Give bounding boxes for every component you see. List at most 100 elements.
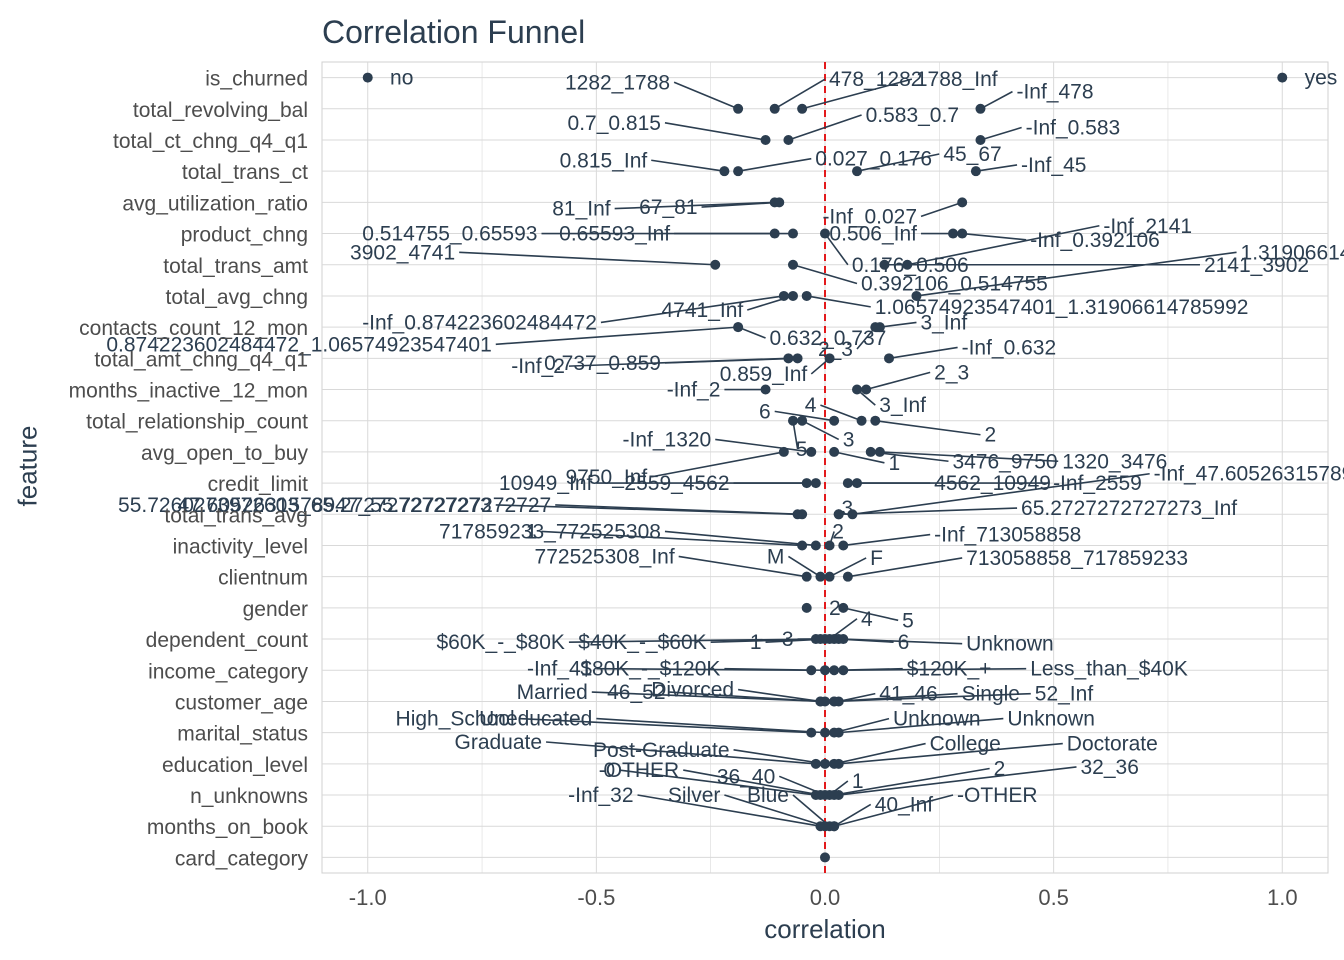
data-point (879, 259, 890, 270)
leader-line (774, 410, 835, 422)
data-point (829, 696, 840, 707)
leader-line (664, 357, 798, 364)
data-label: 2 (832, 520, 844, 543)
y-tick-label-clientnum: clientnum (218, 567, 308, 590)
leader-line (833, 794, 954, 827)
data-label: 9750_Inf (565, 466, 647, 489)
data-point (856, 415, 867, 426)
data-point (957, 228, 968, 239)
data-point (847, 509, 858, 520)
data-point (833, 727, 844, 738)
data-label: -Inf_0.392106 (1030, 229, 1160, 252)
leader-line (669, 691, 821, 703)
leader-line (596, 717, 826, 734)
data-label: -OTHER (957, 784, 1038, 807)
data-label: 5 (902, 609, 914, 632)
y-tick-label-total-trans-amt: total_trans_amt (163, 255, 308, 278)
data-label: 2141_3902 (1204, 254, 1309, 277)
data-point (957, 197, 968, 208)
data-label: 0.027_0.176 (815, 148, 932, 171)
data-label: 0.583_0.7 (866, 104, 959, 127)
data-point (787, 415, 798, 426)
leader-line (980, 126, 1022, 141)
data-label: 717859233_772525308 (439, 520, 661, 543)
data-point (833, 509, 844, 520)
data-point (842, 571, 853, 582)
leader-line (495, 326, 739, 346)
leader-line (678, 555, 807, 578)
data-point (824, 634, 835, 645)
axis-layer: -1.0 -0.5 0.0 0.5 1.0 is_churned total_revolvi… (69, 68, 1298, 910)
data-label: 0.632_0.737 (770, 327, 887, 350)
data-label: 1282_1788 (565, 71, 670, 94)
data-point (787, 259, 798, 270)
leader-line (838, 507, 1018, 516)
x-tick-label: -0.5 (577, 885, 615, 910)
leader-line (875, 419, 981, 436)
leader-line (495, 504, 798, 516)
data-label: 0.392106_0.514755 (861, 272, 1048, 295)
leader-line (701, 201, 780, 208)
leader-line (907, 224, 1100, 266)
data-point (975, 103, 986, 114)
data-label: Unknown (1007, 708, 1095, 731)
leader-line (683, 769, 821, 796)
data-point (842, 478, 853, 489)
data-point (852, 478, 863, 489)
data-label: -Inf_2 (667, 379, 721, 402)
data-point (833, 758, 844, 769)
data-label: 5 (796, 438, 808, 461)
data-point (874, 322, 885, 333)
data-point (815, 696, 826, 707)
data-point (733, 166, 744, 177)
data-label: Less_than_$40K (1030, 658, 1188, 681)
data-label: 2_3 (818, 338, 853, 361)
data-point (787, 290, 798, 301)
data-label: M (767, 545, 785, 568)
y-tick-label-total-avg-chng: total_avg_chng (166, 286, 308, 309)
data-point (833, 790, 844, 801)
data-label: 6 (898, 631, 910, 654)
leader-line (673, 81, 739, 110)
data-label: High_School (396, 708, 515, 731)
data-label: yes (1305, 67, 1338, 90)
data-label: -Inf_713058858 (934, 524, 1081, 547)
data-label: 3 (843, 428, 855, 451)
data-label: 32_36 (1081, 756, 1139, 779)
leader-line (920, 201, 963, 218)
leader-line (888, 346, 958, 360)
data-label: Silver (668, 784, 721, 807)
data-label: -Inf_47.6052631578947 (1154, 463, 1344, 486)
data-point (806, 665, 817, 676)
data-point (970, 166, 981, 177)
data-label: 3 (841, 497, 853, 520)
leader-line (459, 251, 716, 266)
y-tick-label-is-churned: is_churned (205, 68, 308, 91)
data-point (362, 72, 373, 83)
leader-line (788, 114, 862, 141)
leader-line (518, 717, 812, 734)
data-label: 0.65593_Inf (559, 223, 670, 246)
leader-line (833, 451, 885, 464)
y-tick-label-income-category: income_category (148, 660, 308, 683)
data-label: 4 (805, 394, 817, 417)
data-label: 2 (984, 424, 996, 447)
data-label: 6 (759, 400, 771, 423)
y-tick-label-inactivity-level: inactivity_level (173, 535, 308, 558)
leader-line (838, 742, 1063, 765)
data-label: -Inf_0.874223602484472 (362, 311, 597, 334)
y-tick-label-dependent-count: dependent_count (146, 629, 308, 652)
data-point (838, 634, 849, 645)
leader-line (843, 607, 899, 622)
leader-line (600, 295, 784, 324)
data-label: -Inf_2559 (1053, 472, 1142, 495)
leader-line (962, 232, 1027, 241)
data-label: 0.514755_0.65593 (362, 223, 537, 246)
data-point (778, 446, 789, 457)
data-point (792, 353, 803, 364)
data-point (778, 290, 789, 301)
data-label: 713058858_717859233 (966, 547, 1188, 570)
data-label: 55.7260273972603_65.2727272727273 (118, 494, 492, 517)
data-point (829, 446, 840, 457)
y-tick-label-product-chng: product_chng (181, 224, 308, 247)
